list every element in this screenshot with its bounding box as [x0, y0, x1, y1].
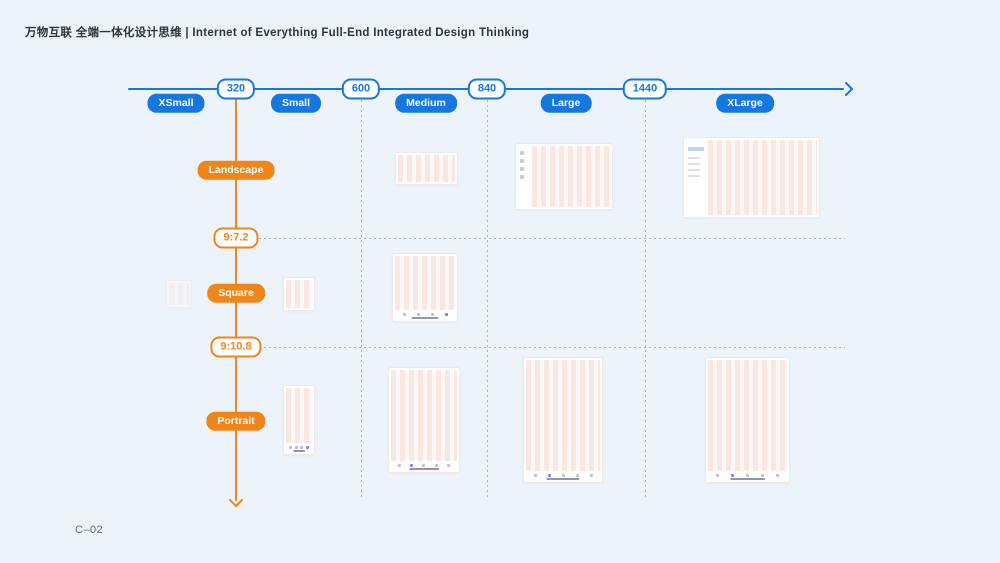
wireframe-column-grid [398, 155, 455, 182]
wireframe-landscape-large [515, 143, 613, 210]
tab-bar-icon [533, 474, 537, 477]
tab-bar-icon [731, 474, 734, 477]
tab-bar-icon [561, 474, 565, 477]
tab-bar-icon [397, 464, 401, 467]
x-breakpoint-320: 320 [216, 78, 256, 100]
wireframe-landscape-xlarge [683, 137, 820, 218]
wireframe-portrait-small [283, 385, 315, 455]
bottom-tab-bar [286, 443, 312, 452]
tab-bar-icon [547, 474, 551, 477]
y-category-portrait: Portrait [206, 411, 266, 431]
grid-line-vertical-840 [487, 100, 488, 497]
tab-bar-icon [416, 313, 420, 316]
bottom-tab-bar [708, 471, 787, 480]
bottom-tab-bar [391, 461, 457, 470]
home-indicator-bar [293, 450, 305, 452]
sidebar-item-icon [520, 167, 524, 171]
tab-bar-icon [410, 464, 414, 467]
bottom-tab-bar [395, 310, 455, 319]
tab-bar-icon [776, 474, 779, 477]
tab-bar-icon [294, 446, 298, 449]
wireframe-portrait-large [523, 357, 603, 483]
tab-bar-icon [444, 313, 448, 316]
slide-code-label: C–02 [75, 524, 104, 536]
x-category-medium: Medium [395, 93, 457, 113]
wireframe-sidebar [686, 140, 706, 215]
tab-bar-icon [305, 446, 309, 449]
wireframe-column-grid [286, 280, 312, 308]
sidebar-menu-row [688, 175, 700, 177]
wireframe-square-xsmall [166, 280, 192, 308]
bottom-tab-bar [526, 471, 600, 480]
wireframe-landscape-medium [395, 152, 458, 185]
sidebar-item-icon [520, 175, 524, 179]
tab-bar-icon [746, 474, 749, 477]
y-category-landscape: Landscape [197, 160, 275, 180]
tab-bar-icon [447, 464, 451, 467]
page-title: 万物互联 全端一体化设计思维 | Internet of Everything … [25, 27, 530, 39]
grid-line-horizontal-9-7-2 [259, 238, 845, 239]
wireframe-body [708, 360, 787, 480]
sidebar-menu-row [688, 169, 700, 171]
wireframe-portrait-xlarge [705, 357, 790, 483]
x-category-xlarge: XLarge [716, 93, 774, 113]
sidebar-menu-row [688, 157, 700, 159]
wireframe-column-grid [395, 256, 455, 310]
x-category-small: Small [270, 93, 322, 113]
wireframe-column-grid [391, 370, 457, 461]
wireframe-body [395, 256, 455, 319]
home-indicator-bar [409, 468, 439, 470]
y-axis-arrow-icon [229, 499, 243, 507]
x-breakpoint-1440: 1440 [622, 78, 668, 100]
wireframe-column-grid [169, 283, 189, 305]
grid-line-vertical-600 [361, 100, 362, 497]
wireframe-column-grid [286, 388, 312, 443]
tab-bar-icon [575, 474, 579, 477]
wireframe-portrait-medium [388, 367, 460, 473]
sidebar-menu-row [688, 163, 700, 165]
tab-bar-icon [589, 474, 593, 477]
wireframe-column-grid [708, 360, 787, 471]
y-ratio-9-10-8: 9:10.8 [210, 336, 262, 358]
wireframe-body [526, 360, 600, 480]
sidebar-item-icon [520, 159, 524, 163]
home-indicator-bar [546, 478, 580, 480]
grid-line-horizontal-9-10-8 [259, 347, 845, 348]
x-breakpoint-840: 840 [467, 78, 507, 100]
wireframe-column-grid [531, 146, 610, 207]
wireframe-column-grid [707, 140, 817, 215]
home-indicator-bar [411, 317, 439, 319]
wireframe-square-small [283, 277, 315, 311]
sidebar-item-icon [520, 151, 524, 155]
y-category-square: Square [207, 283, 265, 303]
tab-bar-icon [761, 474, 764, 477]
wireframe-sidebar [518, 146, 530, 207]
x-axis-arrow-icon [845, 82, 853, 96]
tab-bar-icon [402, 313, 406, 316]
wireframe-square-medium [392, 253, 458, 322]
tab-bar-icon [422, 464, 426, 467]
grid-line-vertical-1440 [645, 100, 646, 497]
wireframe-body [286, 388, 312, 452]
wireframe-body [391, 370, 457, 470]
wireframe-column-grid [526, 360, 600, 471]
y-ratio-9-7-2: 9:7.2 [213, 227, 259, 249]
tab-bar-icon [430, 313, 434, 316]
tab-bar-icon [289, 446, 293, 449]
tab-bar-icon [300, 446, 304, 449]
tab-bar-icon [716, 474, 719, 477]
x-breakpoint-600: 600 [341, 78, 381, 100]
x-category-xsmall: XSmall [147, 93, 205, 113]
home-indicator-bar [729, 478, 766, 480]
sidebar-search-bar [688, 147, 704, 151]
tab-bar-icon [434, 464, 438, 467]
x-category-large: Large [540, 93, 592, 113]
